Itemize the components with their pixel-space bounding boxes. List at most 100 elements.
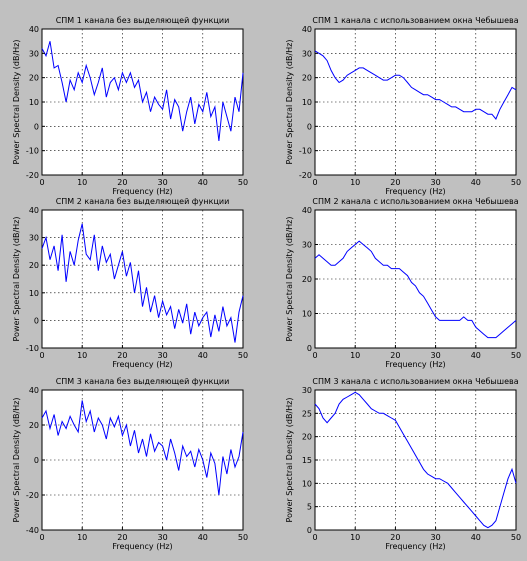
y-tick-label: -10 [26, 344, 39, 353]
y-tick-label: 20 [302, 74, 312, 83]
y-tick-label: 20 [29, 74, 39, 83]
x-tick-label: 40 [198, 178, 208, 187]
x-tick-label: 20 [390, 351, 400, 360]
y-axis-label: Power Spectral Density (dB/Hz) [285, 398, 294, 523]
y-axis-label: Power Spectral Density (dB/Hz) [12, 217, 21, 342]
chart-title: СПМ 2 канала с использованием окна Чебыш… [312, 197, 518, 206]
x-axis-label: Frequency (Hz) [112, 187, 172, 196]
x-tick-label: 50 [511, 178, 521, 187]
series-line-1 [314, 240, 517, 339]
chart-title: СПМ 2 канала без выделяющей функции [56, 197, 230, 206]
x-tick-label: 20 [117, 351, 127, 360]
x-tick-label: 0 [39, 533, 44, 542]
x-tick-label: 20 [117, 533, 127, 542]
x-tick-label: 0 [312, 178, 317, 187]
y-tick-label: 20 [302, 433, 312, 442]
x-tick-label: 50 [238, 351, 248, 360]
series-line-1 [314, 391, 517, 529]
x-axis-label: Frequency (Hz) [112, 360, 172, 369]
y-tick-label: 10 [29, 289, 39, 298]
x-tick-label: 30 [158, 178, 168, 187]
x-tick-label: 50 [511, 351, 521, 360]
y-tick-label: 0 [34, 456, 39, 465]
x-tick-label: 0 [312, 533, 317, 542]
y-tick-label: 30 [302, 386, 312, 395]
y-tick-label: 15 [302, 456, 312, 465]
subplot-1: 0 10 20 30 40 50 -20 -10 0 10 20 30 40 СПМ 1 канала б… [12, 16, 248, 196]
x-tick-label: 20 [390, 178, 400, 187]
y-tick-label: 20 [302, 275, 312, 284]
x-tick-label: 50 [511, 533, 521, 542]
chart-title: СПМ 1 канала без выделяющей функции [56, 16, 230, 25]
x-tick-label: 10 [77, 351, 87, 360]
y-axis-label: Power Spectral Density (dB/Hz) [12, 40, 21, 165]
y-tick-label: 20 [29, 421, 39, 430]
x-tick-label: 40 [471, 533, 481, 542]
y-tick-label: 10 [302, 98, 312, 107]
chart-title: СПМ 3 канала без выделяющей функции [56, 377, 230, 386]
x-tick-label: 10 [350, 178, 360, 187]
x-tick-label: 50 [238, 178, 248, 187]
x-axis-label: Frequency (Hz) [385, 542, 445, 551]
x-tick-label: 40 [198, 533, 208, 542]
x-tick-label: 0 [39, 351, 44, 360]
series-line-1 [41, 41, 244, 141]
y-tick-label: 10 [302, 310, 312, 319]
chart-title: СПМ 3 канала с использованием окна Чебыш… [312, 377, 518, 386]
chart-title: СПМ 1 канала с использованием окна Чебыш… [312, 16, 518, 25]
y-tick-label: 40 [302, 25, 312, 34]
y-tick-label: 5 [307, 503, 312, 512]
x-tick-label: 20 [390, 533, 400, 542]
y-tick-label: 25 [302, 409, 312, 418]
x-axis-label: Frequency (Hz) [385, 187, 445, 196]
x-tick-label: 10 [350, 351, 360, 360]
y-tick-label: 10 [29, 98, 39, 107]
y-tick-label: 40 [29, 25, 39, 34]
y-tick-label: 20 [29, 261, 39, 270]
x-tick-label: 0 [39, 178, 44, 187]
x-tick-label: 30 [431, 178, 441, 187]
y-tick-label: 0 [307, 122, 312, 131]
subplot-5: 0 10 20 30 40 50 -40 -20 0 20 40 СПМ 3 канала без в… [12, 377, 248, 551]
y-tick-label: -10 [299, 147, 312, 156]
x-tick-label: 20 [117, 178, 127, 187]
y-tick-label: 30 [302, 241, 312, 250]
x-tick-label: 50 [238, 533, 248, 542]
x-tick-label: 30 [158, 533, 168, 542]
y-tick-label: 0 [34, 316, 39, 325]
x-tick-label: 10 [77, 178, 87, 187]
plot-area [41, 209, 244, 349]
y-tick-label: 0 [307, 526, 312, 535]
y-axis-label: Power Spectral Density (dB/Hz) [285, 40, 294, 165]
y-tick-label: -20 [26, 171, 39, 180]
y-tick-label: 40 [29, 206, 39, 215]
x-tick-label: 0 [312, 351, 317, 360]
y-tick-label: 40 [302, 206, 312, 215]
x-tick-label: 40 [198, 351, 208, 360]
y-tick-label: -20 [26, 491, 39, 500]
x-tick-label: 40 [471, 351, 481, 360]
series-line-1 [41, 223, 244, 343]
y-tick-label: 0 [34, 122, 39, 131]
y-tick-label: 30 [29, 49, 39, 58]
y-tick-label: 10 [302, 479, 312, 488]
x-axis-label: Frequency (Hz) [112, 542, 172, 551]
series-line-1 [314, 50, 517, 120]
x-tick-label: 30 [158, 351, 168, 360]
y-axis-label: Power Spectral Density (dB/Hz) [12, 398, 21, 523]
series-line-1 [41, 400, 244, 496]
x-tick-label: 10 [77, 533, 87, 542]
x-tick-label: 30 [431, 533, 441, 542]
x-axis-label: Frequency (Hz) [385, 360, 445, 369]
y-tick-label: 30 [302, 49, 312, 58]
y-tick-label: 40 [29, 386, 39, 395]
y-tick-label: 30 [29, 234, 39, 243]
x-tick-label: 10 [350, 533, 360, 542]
y-axis-label: Power Spectral Density (dB/Hz) [285, 217, 294, 342]
y-tick-label: -10 [26, 147, 39, 156]
